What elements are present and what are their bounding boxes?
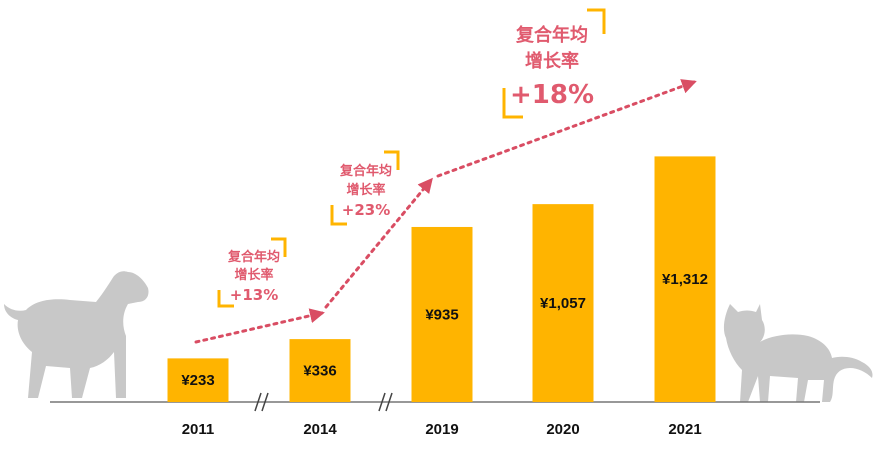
cagr-rate: +23%	[342, 201, 390, 219]
bar-2011	[167, 358, 229, 402]
x-tick-label: 2011	[182, 421, 215, 438]
cagr-label-line1: 复合年均	[515, 24, 588, 46]
cagr-label-line1: 复合年均	[227, 249, 280, 265]
cagr-rate: +13%	[230, 286, 278, 304]
trend-segment-2019-2021	[436, 79, 697, 178]
bar-value-label: ¥233	[181, 372, 214, 389]
bar-2020	[532, 204, 594, 402]
cagr-annotation-2019-2021: 复合年均 增长率 +18%	[502, 8, 606, 119]
bar-2019	[411, 226, 473, 402]
bar-2021	[654, 156, 716, 402]
x-tick-label: 2021	[668, 421, 701, 438]
bar-2014	[289, 339, 351, 402]
bar-value-label: ¥336	[303, 363, 336, 380]
cagr-label-line2: 增长率	[346, 182, 385, 198]
axis-break-2014-2019	[378, 392, 393, 412]
cagr-annotation-2014-2019: 复合年均 增长率 +23%	[330, 150, 400, 226]
axis-break-2011-2014	[254, 392, 269, 412]
cagr-label-line2: 增长率	[525, 50, 579, 72]
x-tick-label: 2014	[303, 421, 337, 438]
bar-value-label: ¥935	[425, 306, 458, 323]
x-tick-label: 2020	[546, 421, 579, 438]
cagr-trend-line	[194, 79, 697, 344]
cagr-label-line2: 增长率	[234, 267, 273, 283]
x-tick-label: 2019	[425, 421, 458, 438]
bar-value-label: ¥1,312	[662, 271, 708, 288]
bar-value-label: ¥1,057	[540, 295, 586, 312]
trend-segment-2011-2014	[194, 308, 325, 344]
dog-silhouette-icon	[4, 271, 149, 398]
bars-layer: ¥233 ¥336 ¥935 ¥1,057 ¥1,312	[167, 156, 716, 402]
cagr-rate: +18%	[510, 80, 594, 110]
trend-segment-2014-2019	[324, 177, 433, 309]
cagr-label-line1: 复合年均	[339, 163, 392, 179]
cagr-annotation-2011-2014: 复合年均 增长率 +13%	[217, 237, 287, 308]
cat-silhouette-icon	[723, 304, 873, 402]
